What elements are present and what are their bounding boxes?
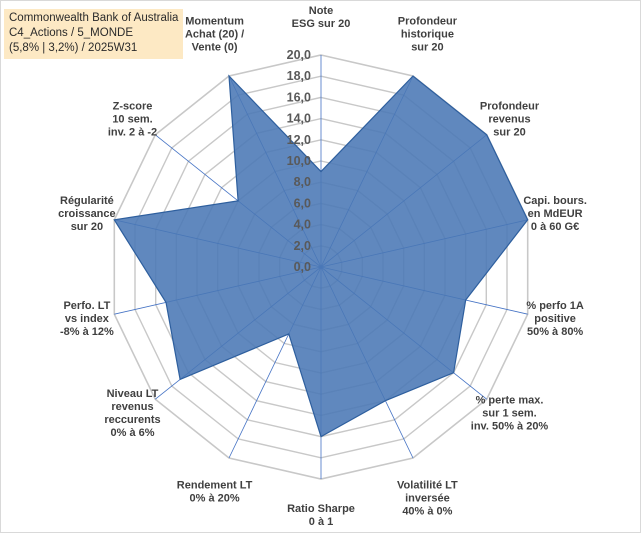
tick-label: 4,0 — [294, 218, 311, 232]
company-name: Commonwealth Bank of Australia — [9, 12, 179, 24]
axis-label: Note ESG sur 20 — [292, 5, 351, 30]
chart-header: Commonwealth Bank of Australia C4_Action… — [4, 9, 184, 59]
tick-label: 20,0 — [287, 48, 311, 62]
axis-label: Rendement LT 0% à 20% — [177, 480, 253, 505]
tick-label: 8,0 — [294, 175, 311, 189]
tick-label: 0,0 — [294, 260, 311, 274]
axis-label: Régularité croissance sur 20 — [58, 195, 115, 233]
tick-label: 18,0 — [287, 69, 311, 83]
axis-label: Profondeur revenus sur 20 — [480, 100, 540, 138]
axis-label: Niveau LT revenus reccurents 0% à 6% — [104, 388, 160, 439]
axis-label: Momentum Achat (20) / Vente (0) — [185, 15, 244, 53]
axis-label: Profondeur historique sur 20 — [398, 15, 458, 53]
axis-label: Perfo. LT vs index -8% à 12% — [60, 300, 114, 338]
axis-label: Capi. bours. en MdEUR 0 à 60 G€ — [523, 195, 587, 233]
axis-category-labels: Note ESG sur 20 Profondeur historique sur 20… — [58, 5, 587, 528]
radial-tick-labels: 0,0 2,0 4,0 6,0 8,0 10,0 12,0 14,0 16,0 18,0 20,0 — [287, 48, 311, 274]
axis-label: % perte max. sur 1 sem. inv. 50% à 20% — [471, 395, 549, 433]
radar-series — [113, 74, 529, 438]
tick-label: 16,0 — [287, 90, 311, 104]
tick-label: 14,0 — [287, 112, 311, 126]
axis-label: Volatilité LT inversée 40% à 0% — [397, 480, 458, 518]
axis-label: Ratio Sharpe 0 à 1 — [287, 503, 355, 528]
performance-week: (5,8% | 3,2%) / 2025W31 — [9, 42, 138, 54]
tick-label: 10,0 — [287, 154, 311, 168]
axis-label: % perfo 1A positive 50% à 80% — [526, 300, 584, 338]
tick-label: 12,0 — [287, 133, 311, 147]
tick-label: 6,0 — [294, 196, 311, 210]
series-area — [113, 74, 529, 438]
portfolio-category: C4_Actions / 5_MONDE — [9, 27, 133, 39]
tick-label: 2,0 — [294, 239, 311, 253]
axis-label: Z-score 10 sem. inv. 2 à -2 — [108, 100, 157, 138]
